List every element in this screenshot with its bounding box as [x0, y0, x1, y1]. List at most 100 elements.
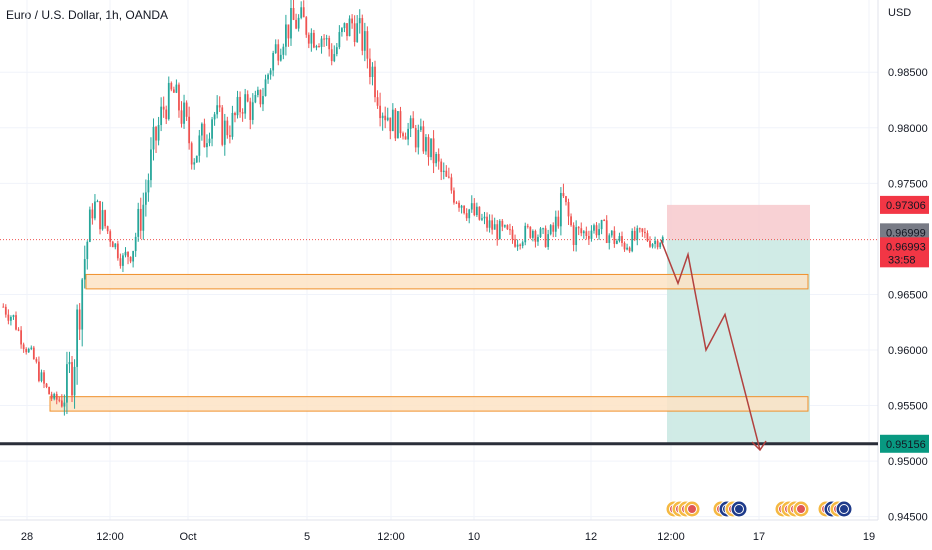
candle-body — [613, 230, 616, 244]
candle-body — [465, 213, 468, 219]
candle-body — [386, 117, 389, 121]
candle-body — [213, 114, 216, 120]
candle-body — [323, 38, 325, 40]
candle-body — [419, 126, 422, 130]
candle-body — [529, 226, 532, 238]
candle-body — [35, 359, 38, 362]
candle-body — [305, 17, 308, 35]
candle-body — [234, 112, 236, 116]
candle-body — [389, 117, 392, 132]
candle-body — [470, 203, 473, 210]
candle-body — [440, 161, 443, 172]
candle-body — [183, 102, 185, 124]
candle-body — [300, 7, 303, 18]
candle-body — [256, 89, 259, 96]
candle-body — [91, 209, 94, 219]
candle-body — [150, 149, 152, 181]
events-group-icon-4 — [817, 500, 853, 518]
candle-body — [341, 28, 343, 33]
lower-zone-box — [49, 396, 809, 412]
candle-body — [246, 94, 249, 102]
stop-price-label-bg — [880, 195, 929, 214]
candle-body — [445, 170, 448, 177]
current-price-label-gray: 0.96999 — [886, 227, 926, 239]
candle-body — [496, 224, 499, 240]
candle-body — [228, 135, 231, 137]
candle-body — [132, 251, 135, 262]
candle-body — [206, 143, 208, 148]
candle-body — [450, 177, 453, 191]
candle-body — [244, 94, 247, 114]
candle-body — [356, 23, 359, 43]
x-tick-label: 17 — [753, 531, 765, 543]
candle-body — [264, 79, 267, 97]
candle-body — [651, 244, 654, 247]
current-price-label-countdown: 33:58 — [888, 254, 916, 266]
candle-body — [391, 109, 394, 132]
candle-body — [142, 204, 145, 231]
candle-body — [422, 126, 425, 152]
candle-body — [99, 201, 101, 230]
candle-body — [208, 138, 211, 144]
candle-body — [511, 229, 514, 240]
candle-body — [55, 393, 58, 400]
candle-body — [397, 111, 399, 139]
candle-body — [333, 54, 336, 62]
candle-body — [254, 95, 257, 103]
candle-body — [460, 205, 463, 208]
candle-body — [10, 316, 12, 321]
candle-body — [94, 201, 96, 219]
upper-zone-box — [85, 273, 809, 290]
candle-body — [552, 225, 555, 232]
candle-body — [483, 216, 486, 219]
candle-body — [478, 206, 481, 220]
candle-body — [488, 220, 491, 228]
stop-price-label: 0.97306 — [886, 200, 926, 212]
candle-body — [172, 89, 175, 93]
candle-body — [88, 209, 91, 242]
candle-body — [27, 348, 30, 353]
candle-body — [509, 229, 511, 231]
candle-body — [195, 155, 198, 163]
candle-body — [621, 236, 623, 243]
candle-body — [320, 38, 323, 47]
candle-body — [453, 190, 455, 203]
candle-body — [116, 243, 119, 259]
candle-body — [572, 225, 575, 246]
candle-body — [521, 242, 524, 246]
y-tick-label: 0.98000 — [888, 123, 928, 135]
candle-body — [285, 24, 287, 47]
candle-body — [603, 220, 606, 222]
current-price-label-bg — [880, 237, 929, 268]
y-tick-label: 0.96500 — [888, 289, 928, 301]
candle-body — [656, 240, 659, 248]
candle-body — [259, 89, 262, 105]
candle-body — [313, 32, 315, 48]
candle-body — [104, 210, 107, 227]
candle-body — [585, 231, 588, 236]
candle-body — [251, 102, 254, 120]
candle-body — [644, 231, 646, 234]
candle-body — [641, 228, 644, 232]
current-price-label-gray-bg — [880, 223, 929, 242]
candle-body — [147, 180, 150, 193]
candle-body — [376, 97, 379, 106]
y-tick-label: 0.98500 — [888, 67, 928, 79]
candle-body — [486, 216, 488, 228]
candle-body — [155, 126, 157, 141]
events-group-icon-1 — [665, 500, 701, 518]
candle-body — [638, 228, 641, 230]
candle-body — [335, 47, 338, 55]
candle-body — [137, 208, 140, 237]
candle-body — [557, 216, 560, 227]
candle-body — [32, 347, 35, 360]
candle-body — [22, 344, 25, 350]
candle-body — [447, 176, 450, 178]
candle-body — [25, 349, 28, 353]
candle-body — [30, 347, 33, 349]
candle-body — [351, 18, 353, 24]
candle-body — [363, 31, 366, 51]
candle-body — [394, 109, 397, 139]
candle-body — [590, 230, 593, 239]
